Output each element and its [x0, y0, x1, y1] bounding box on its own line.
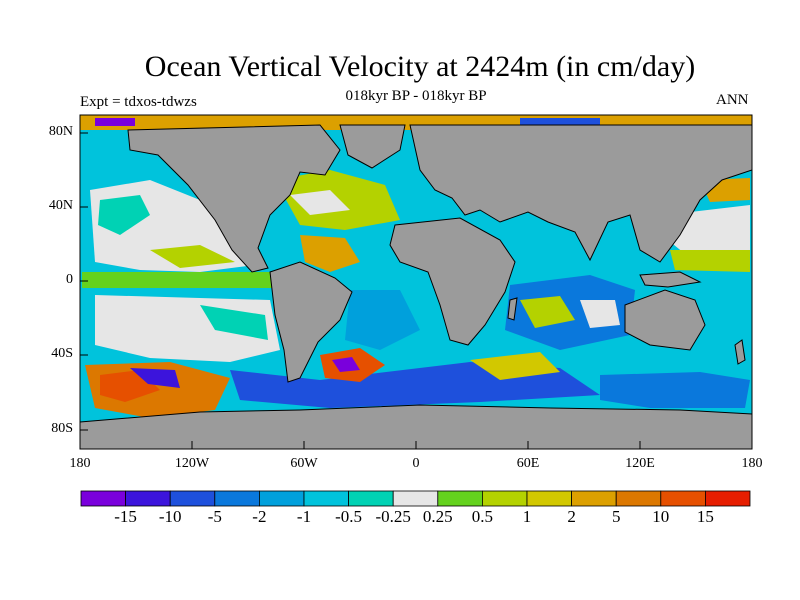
colorbar-label-1: -10 [158, 507, 182, 526]
colorbar-box-6 [348, 490, 394, 507]
colorbar-box-13 [660, 490, 706, 507]
lon-label-180w: 180 [69, 456, 91, 471]
lon-label-180e: 180 [741, 456, 763, 471]
colorbar-box-2 [169, 490, 216, 507]
colorbar-box-9 [481, 490, 528, 507]
ocean-patch-north-atlantic-2 [290, 190, 350, 215]
plot-subtitle: 018kyr BP - 018kyr BP [345, 88, 487, 104]
colorbar-box-14 [705, 490, 751, 507]
ocean-patch-south-atlantic [345, 290, 420, 350]
colorbar-box-7 [392, 490, 439, 507]
lat-label-80s: 80S [51, 421, 73, 436]
colorbar-label-9: 1 [522, 507, 532, 526]
colorbar [80, 490, 751, 507]
ocean-patch-arctic-rim-2 [95, 118, 135, 126]
lat-label-40n: 40N [48, 198, 73, 213]
land-masses [80, 124, 752, 449]
colorbar-label-7: 0.25 [422, 507, 453, 526]
colorbar-label-12: 10 [652, 507, 670, 526]
ocean-patch-south-pacific-2 [200, 305, 268, 340]
ocean-patch-equator-pacific [82, 272, 280, 288]
colorbar-label-13: 15 [696, 507, 714, 526]
land-antarctica [80, 404, 752, 449]
land-africa [389, 217, 516, 346]
colorbar-box-8 [437, 490, 483, 507]
colorbar-label-2: -5 [207, 507, 222, 526]
ocean-patch-indian-3 [580, 300, 620, 328]
land-south-america [269, 261, 353, 383]
colorbar-label-5: -0.5 [335, 507, 363, 526]
experiment-label: Expt = tdxos-tdwzs [80, 94, 197, 110]
colorbar-box-5 [303, 490, 349, 507]
ocean-patch-west-pacific-2 [670, 250, 750, 272]
colorbar-box-10 [526, 490, 572, 507]
colorbar-label-3: -2 [252, 507, 267, 526]
land-north-america [127, 124, 341, 273]
colorbar-label-11: 5 [611, 507, 621, 526]
colorbar-box-12 [615, 490, 662, 507]
lon-label-0: 0 [412, 456, 420, 471]
ocean-patch-indian-2 [520, 296, 575, 328]
lon-label-120w: 120W [174, 456, 210, 471]
lat-label-80n: 80N [48, 124, 73, 139]
ocean-patch-southern-ocean-east [600, 372, 750, 408]
ocean-patch-north-pacific-2 [98, 195, 150, 235]
ocean-patch-southern-indian-yellow [470, 352, 560, 380]
land-eurasia [409, 124, 752, 263]
colorbar-box-3 [214, 490, 260, 507]
lat-label-40s: 40S [51, 346, 73, 361]
colorbar-box-1 [125, 490, 171, 507]
land-new-zealand [734, 339, 746, 365]
lon-label-120e: 120E [625, 456, 655, 471]
colorbar-box-4 [258, 490, 305, 507]
land-australia [624, 289, 706, 351]
map-plot-area [80, 115, 752, 449]
axis-ticks [79, 132, 753, 449]
lon-label-60w: 60W [290, 456, 318, 471]
ocean-patch-arctic-rim-3 [520, 118, 600, 126]
colorbar-label-0: -15 [114, 507, 137, 526]
colorbar-label-4: -1 [296, 507, 312, 526]
colorbar-label-8: 0.5 [471, 507, 494, 526]
land-greenland [339, 124, 406, 169]
ocean-patch-north-pacific-3 [150, 245, 235, 268]
ocean-patch-atlantic-tropics [300, 235, 360, 272]
land-maritime-continent [639, 271, 702, 288]
colorbar-label-10: 2 [567, 507, 576, 526]
colorbar-box-11 [571, 490, 617, 507]
lon-label-60e: 60E [516, 456, 540, 471]
land-madagascar [507, 297, 518, 321]
ocean-patch-southern-pacific-blue [130, 368, 180, 388]
plot-title: Ocean Vertical Velocity at 2424m (in cm/… [144, 50, 696, 83]
ocean-patch-south-atlantic-purple [332, 357, 360, 372]
season-label: ANN [716, 92, 749, 108]
colorbar-label-6: -0.25 [375, 507, 411, 526]
colorbar-box-0 [80, 490, 126, 507]
lat-label-0: 0 [66, 272, 73, 287]
